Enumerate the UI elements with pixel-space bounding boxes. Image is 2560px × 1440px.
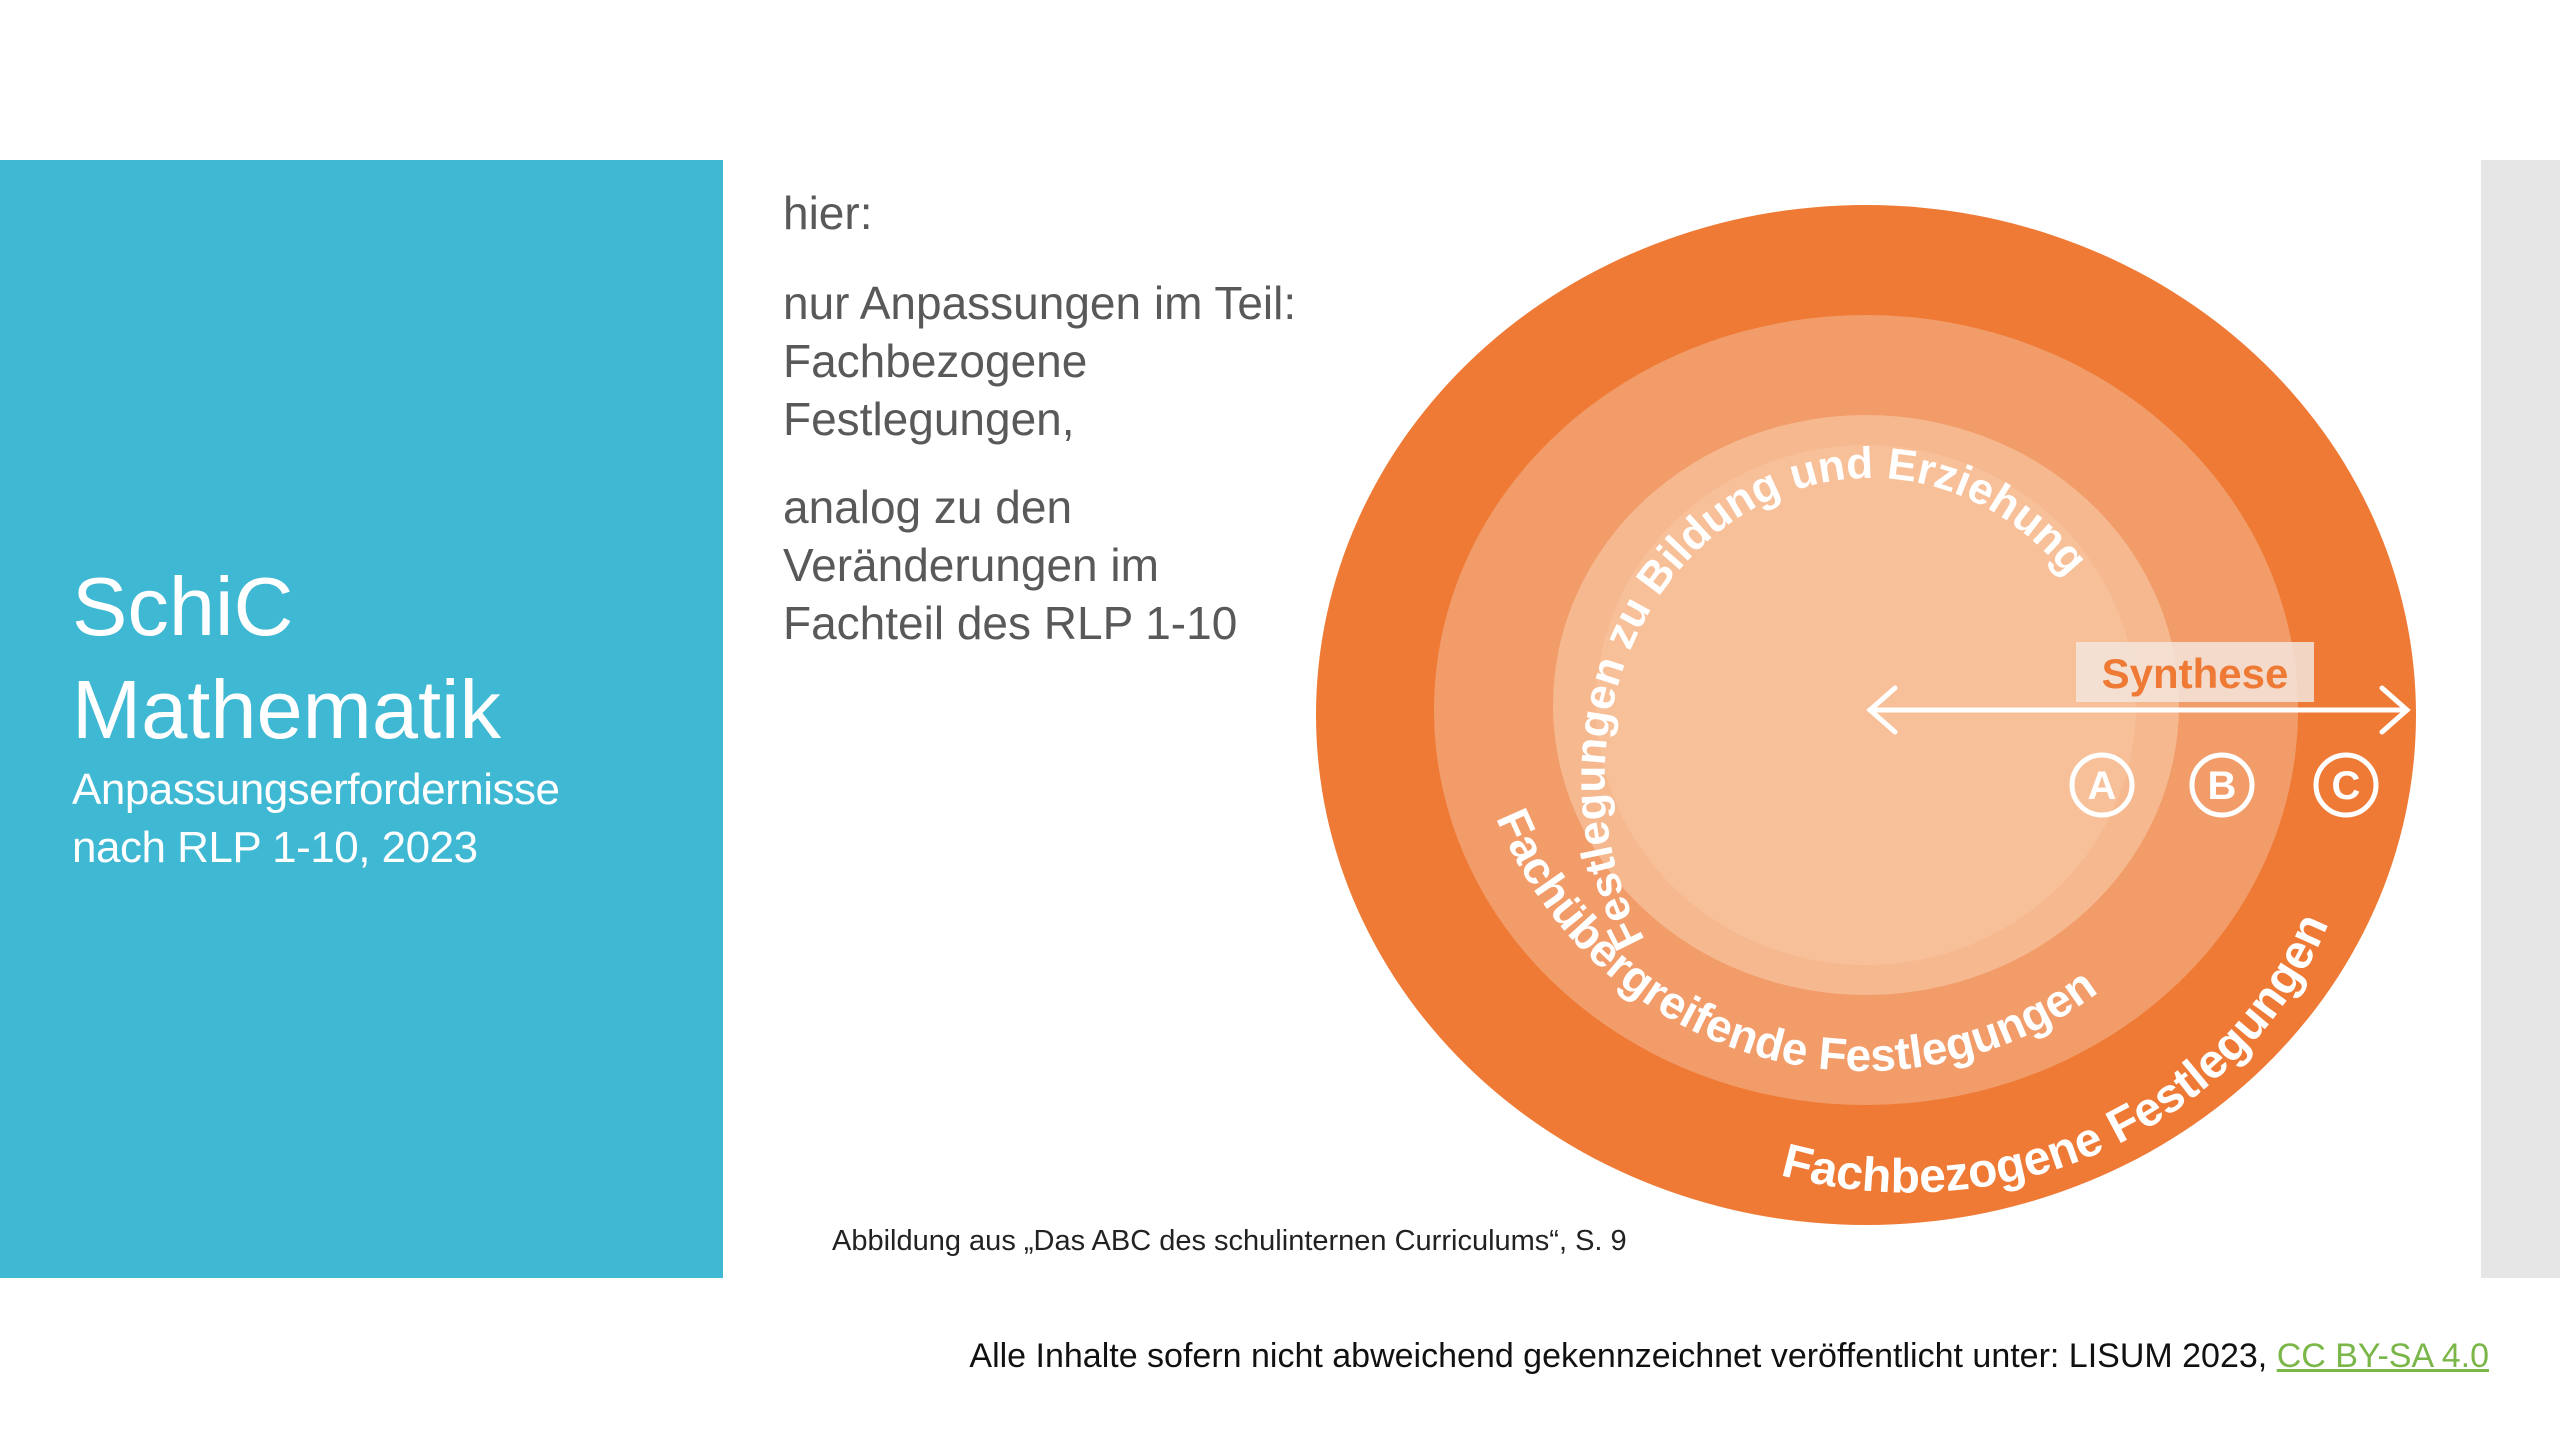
svg-text:C: C xyxy=(2332,764,2361,808)
synthese-arrow xyxy=(1866,685,2411,735)
core-circle xyxy=(1596,445,2136,965)
license-link[interactable]: CC BY-SA 4.0 xyxy=(2276,1337,2489,1375)
subtitle-line-1: Anpassungserfordernisse xyxy=(72,765,560,814)
marker-b: B xyxy=(2189,752,2255,818)
footer-license: Alle Inhalte sofern nicht abweichend gek… xyxy=(969,1337,2489,1376)
body-line: Festlegungen, xyxy=(783,393,1075,445)
body-line: analog zu den xyxy=(783,481,1073,533)
side-strip xyxy=(2481,160,2560,1278)
body-line: Veränderungen im xyxy=(783,539,1159,591)
title-line-1: SchiC xyxy=(72,560,294,653)
body-line: nur Anpassungen im Teil: xyxy=(783,277,1297,329)
body-paragraph-3: analog zu den Veränderungen im Fachteil … xyxy=(783,478,1237,652)
body-paragraph-1: hier: xyxy=(783,184,872,242)
body-line: Fachteil des RLP 1-10 xyxy=(783,597,1238,649)
body-paragraph-2: nur Anpassungen im Teil: Fachbezogene Fe… xyxy=(783,274,1296,448)
curriculum-rings-diagram: Festlegungen zu Bildung und Erziehung Fa… xyxy=(1316,205,2416,1225)
synthese-label-box xyxy=(2076,642,2314,702)
footer-text: Alle Inhalte sofern nicht abweichend gek… xyxy=(969,1337,2277,1375)
body-text-hier: hier: xyxy=(783,187,873,239)
svg-text:B: B xyxy=(2208,764,2237,808)
marker-c: C xyxy=(2313,752,2379,818)
title-line-2: Mathematik xyxy=(72,663,501,756)
figure-caption: Abbildung aus „Das ABC des schulinternen… xyxy=(832,1225,1627,1257)
synthese-label: Synthese xyxy=(2102,650,2289,697)
title-panel xyxy=(0,160,723,1278)
subtitle-line-2: nach RLP 1-10, 2023 xyxy=(72,823,478,872)
body-line: Fachbezogene xyxy=(783,335,1088,387)
marker-a: A xyxy=(2069,752,2135,818)
svg-text:A: A xyxy=(2088,764,2117,808)
